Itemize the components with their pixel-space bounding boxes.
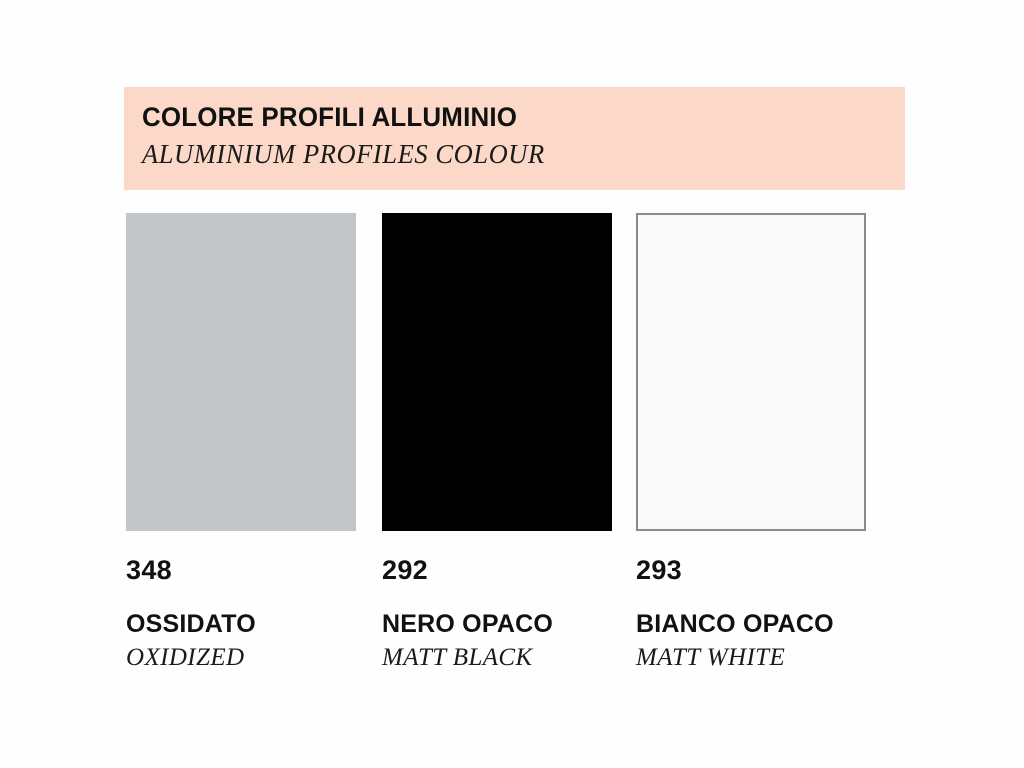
swatch-column: 348 OSSIDATO OXIDIZED [126, 213, 356, 672]
swatch-grid: 348 OSSIDATO OXIDIZED 292 NERO OPACO MAT… [0, 213, 1024, 693]
swatch-name-translation: MATT BLACK [382, 644, 533, 671]
swatch-code: 348 [126, 555, 172, 585]
swatch-name: BIANCO OPACO [636, 610, 834, 638]
swatch-code: 293 [636, 555, 682, 585]
swatch-name: OSSIDATO [126, 610, 256, 638]
swatch-column: 292 NERO OPACO MATT BLACK [382, 213, 612, 672]
swatch-name: NERO OPACO [382, 610, 553, 638]
swatch-name-translation: MATT WHITE [636, 644, 786, 671]
swatch-code: 292 [382, 555, 428, 585]
header-band: COLORE PROFILI ALLUMINIO ALUMINIUM PROFI… [124, 87, 905, 190]
colour-swatch-348[interactable] [126, 213, 356, 531]
page-subtitle: ALUMINIUM PROFILES COLOUR [142, 139, 545, 169]
colour-swatch-292[interactable] [382, 213, 612, 531]
swatch-name-translation: OXIDIZED [126, 644, 245, 671]
page-title: COLORE PROFILI ALLUMINIO [142, 102, 518, 132]
swatch-column: 293 BIANCO OPACO MATT WHITE [636, 213, 866, 672]
colour-swatch-293[interactable] [636, 213, 866, 531]
